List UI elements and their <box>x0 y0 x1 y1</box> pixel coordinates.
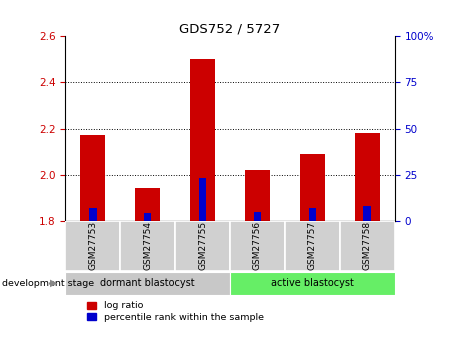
Bar <box>364 206 371 221</box>
Text: active blastocyst: active blastocyst <box>271 278 354 288</box>
Bar <box>254 211 261 221</box>
Text: GSM27755: GSM27755 <box>198 221 207 270</box>
Text: dormant blastocyst: dormant blastocyst <box>101 278 195 288</box>
Bar <box>65 272 230 295</box>
Text: GSM27753: GSM27753 <box>88 221 97 270</box>
Bar <box>308 208 316 221</box>
Text: GSM27758: GSM27758 <box>363 221 372 270</box>
Bar <box>300 154 325 221</box>
Title: GDS752 / 5727: GDS752 / 5727 <box>179 22 281 35</box>
Bar <box>80 136 105 221</box>
Bar <box>230 221 285 271</box>
Bar <box>355 133 380 221</box>
Bar <box>285 221 340 271</box>
Bar <box>230 272 395 295</box>
Bar <box>199 178 206 221</box>
Text: GSM27754: GSM27754 <box>143 221 152 270</box>
Legend: log ratio, percentile rank within the sample: log ratio, percentile rank within the sa… <box>87 302 263 322</box>
Bar <box>175 221 230 271</box>
Bar <box>89 208 97 221</box>
Bar <box>144 214 152 221</box>
Bar <box>190 59 215 221</box>
Text: GSM27757: GSM27757 <box>308 221 317 270</box>
Text: ▶: ▶ <box>51 278 58 288</box>
Bar <box>135 188 160 221</box>
Bar <box>120 221 175 271</box>
Text: development stage: development stage <box>2 279 94 288</box>
Bar <box>65 221 120 271</box>
Text: GSM27756: GSM27756 <box>253 221 262 270</box>
Bar <box>340 221 395 271</box>
Bar <box>245 170 270 221</box>
